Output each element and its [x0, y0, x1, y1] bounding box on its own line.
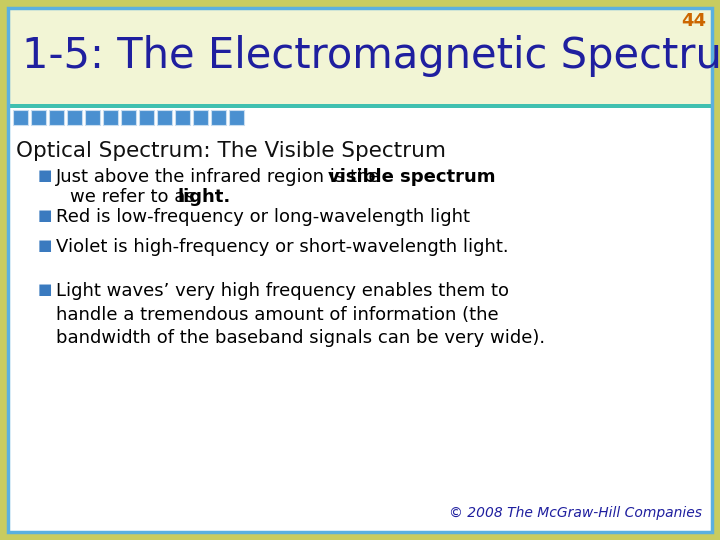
Bar: [8, 8, 712, 105]
Text: light.: light.: [177, 188, 230, 206]
Bar: [139, 110, 154, 125]
Bar: [31, 110, 46, 125]
Text: ■: ■: [38, 238, 53, 253]
Bar: [211, 110, 226, 125]
Bar: [103, 110, 118, 125]
Bar: [229, 110, 244, 125]
Text: ■: ■: [38, 168, 53, 183]
Bar: [121, 110, 136, 125]
Text: Light waves’ very high frequency enables them to
handle a tremendous amount of i: Light waves’ very high frequency enables…: [56, 282, 545, 347]
Bar: [13, 110, 28, 125]
Text: Red is low-frequency or long-wavelength light: Red is low-frequency or long-wavelength …: [56, 208, 470, 226]
Bar: [49, 110, 64, 125]
Text: we refer to as: we refer to as: [70, 188, 200, 206]
Bar: [193, 110, 208, 125]
Bar: [8, 104, 712, 108]
Bar: [157, 110, 172, 125]
Text: ■: ■: [38, 208, 53, 223]
Bar: [67, 110, 82, 125]
Text: Just above the infrared region is the: Just above the infrared region is the: [56, 168, 386, 186]
Text: Optical Spectrum: The Visible Spectrum: Optical Spectrum: The Visible Spectrum: [16, 141, 446, 161]
Bar: [175, 110, 190, 125]
Text: ■: ■: [38, 282, 53, 297]
Text: 1-5: The Electromagnetic Spectrum: 1-5: The Electromagnetic Spectrum: [22, 35, 720, 77]
Text: Violet is high-frequency or short-wavelength light.: Violet is high-frequency or short-wavele…: [56, 238, 508, 256]
Text: 44: 44: [681, 12, 706, 30]
Bar: [85, 110, 100, 125]
Text: © 2008 The McGraw-Hill Companies: © 2008 The McGraw-Hill Companies: [449, 506, 702, 520]
Text: visible spectrum: visible spectrum: [328, 168, 495, 186]
